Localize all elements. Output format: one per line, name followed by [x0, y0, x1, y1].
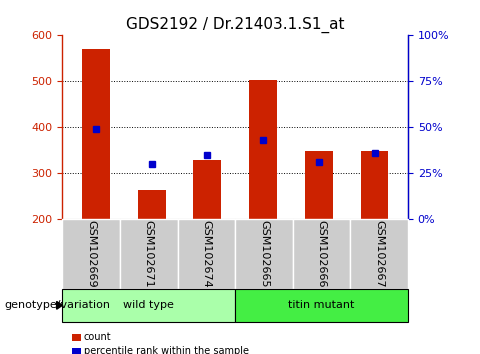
Text: GSM102666: GSM102666 — [317, 220, 326, 288]
Bar — [193, 160, 221, 219]
Bar — [360, 152, 388, 219]
Text: GSM102667: GSM102667 — [374, 220, 384, 288]
Text: percentile rank within the sample: percentile rank within the sample — [84, 346, 249, 354]
Text: GSM102674: GSM102674 — [202, 220, 211, 288]
Text: GSM102665: GSM102665 — [259, 220, 269, 288]
Text: wild type: wild type — [123, 300, 174, 310]
Title: GDS2192 / Dr.21403.1.S1_at: GDS2192 / Dr.21403.1.S1_at — [126, 16, 345, 33]
Text: titin mutant: titin mutant — [288, 300, 355, 310]
Bar — [249, 80, 277, 219]
Text: count: count — [84, 332, 112, 342]
Text: GSM102669: GSM102669 — [86, 220, 96, 288]
Text: GSM102671: GSM102671 — [144, 220, 154, 288]
Bar — [305, 152, 333, 219]
Bar — [82, 49, 110, 219]
Bar — [138, 189, 166, 219]
Text: genotype/variation: genotype/variation — [5, 300, 111, 310]
